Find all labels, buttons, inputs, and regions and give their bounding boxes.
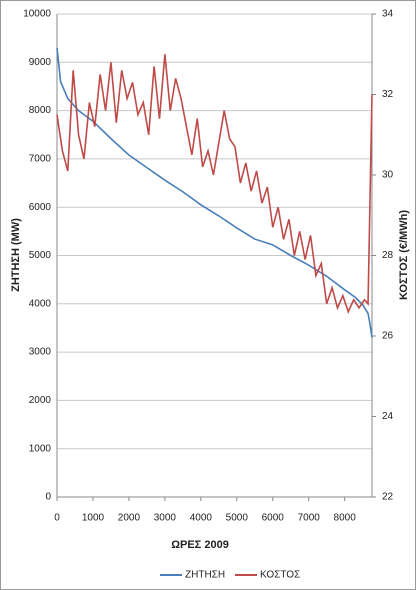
y-tick-label: 5000 — [29, 250, 52, 261]
y2-tick-label: 34 — [382, 9, 394, 20]
y2-tick-label: 30 — [382, 170, 394, 181]
x-tick-label: 3000 — [154, 513, 177, 524]
series-line — [56, 54, 373, 315]
y2-tick-label: 24 — [382, 411, 394, 422]
y-axis-title: ΖΗΤΗΣΗ (MW) — [10, 218, 22, 292]
x-tick-label: 1000 — [82, 513, 105, 524]
x-tick-label: 7000 — [298, 513, 321, 524]
x-tick-label: 0 — [54, 513, 60, 524]
y-tick-label: 2000 — [29, 395, 52, 406]
y-tick-label: 3000 — [29, 347, 52, 358]
legend-label: ΚΟΣΤΟΣ — [260, 570, 300, 581]
x-axis-title: ΩΡΕΣ 2009 — [171, 539, 229, 551]
x-tick-label: 8000 — [334, 513, 357, 524]
legend-label: ΖΗΤΗΣΗ — [185, 570, 225, 581]
x-tick-label: 4000 — [190, 513, 213, 524]
y-tick-label: 6000 — [29, 202, 52, 213]
y-tick-label: 4000 — [29, 298, 52, 309]
y-tick-label: 9000 — [29, 57, 52, 68]
x-tick-label: 6000 — [262, 513, 285, 524]
y2-tick-label: 22 — [382, 492, 394, 503]
x-tick-label: 5000 — [226, 513, 249, 524]
y-tick-label: 10000 — [23, 9, 51, 20]
y-tick-label: 0 — [45, 492, 51, 503]
y-tick-label: 1000 — [29, 443, 52, 454]
y2-tick-label: 28 — [382, 250, 394, 261]
y2-tick-label: 32 — [382, 89, 394, 100]
series-line — [56, 47, 373, 338]
y2-tick-label: 26 — [382, 331, 394, 342]
y-tick-label: 8000 — [29, 105, 52, 116]
y-tick-label: 7000 — [29, 154, 52, 165]
y2-axis-title: ΚΟΣΤΟΣ (€/MWh) — [398, 210, 410, 300]
x-tick-label: 2000 — [118, 513, 141, 524]
